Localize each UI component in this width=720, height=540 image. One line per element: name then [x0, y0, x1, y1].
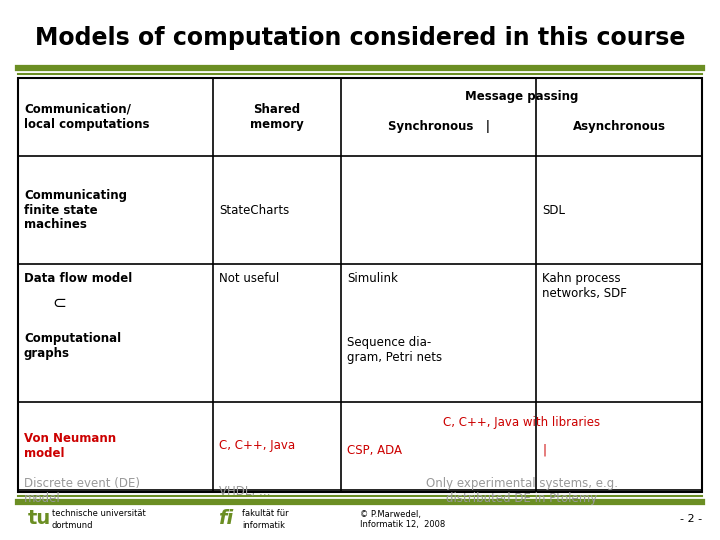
Text: - 2 -: - 2 - [680, 514, 702, 524]
Text: technische universität: technische universität [52, 510, 145, 518]
Text: fakultät für: fakultät für [242, 510, 289, 518]
Text: |: | [542, 444, 546, 457]
Text: informatik: informatik [242, 521, 285, 530]
Text: Kahn process
networks, SDF: Kahn process networks, SDF [542, 272, 627, 300]
Text: Data flow model: Data flow model [24, 272, 132, 285]
Text: Communicating
finite state
machines: Communicating finite state machines [24, 188, 127, 232]
Text: C, C++, Java: C, C++, Java [219, 440, 295, 453]
Text: SDL: SDL [542, 204, 565, 217]
Text: Computational
graphs: Computational graphs [24, 332, 121, 360]
Text: CSP, ADA: CSP, ADA [347, 444, 402, 457]
Text: StateCharts: StateCharts [219, 204, 289, 217]
Text: Von Neumann
model: Von Neumann model [24, 432, 116, 460]
Text: Sequence dia-
gram, Petri nets: Sequence dia- gram, Petri nets [347, 336, 442, 364]
Text: dortmund: dortmund [52, 521, 94, 530]
Text: © P.Marwedel,: © P.Marwedel, [360, 510, 421, 518]
Text: VHDL, …: VHDL, … [219, 484, 271, 497]
Bar [18, 78, 702, 492]
Text: Only experimental systems, e.g.
distributed DE in Ptolemy: Only experimental systems, e.g. distribu… [426, 477, 618, 505]
Text: fi: fi [218, 510, 233, 529]
Text: C, C++, Java with libraries: C, C++, Java with libraries [443, 416, 600, 429]
Text: Shared
memory: Shared memory [250, 103, 304, 131]
Text: Message passing: Message passing [465, 90, 578, 103]
Text: Synchronous   |: Synchronous | [387, 120, 490, 133]
Text: Not useful: Not useful [219, 272, 279, 285]
Text: ⊂: ⊂ [52, 294, 66, 312]
Text: tu: tu [28, 510, 51, 529]
Text: Models of computation considered in this course: Models of computation considered in this… [35, 26, 685, 50]
Text: Communication/
local computations: Communication/ local computations [24, 103, 150, 131]
Text: Informatik 12,  2008: Informatik 12, 2008 [360, 521, 445, 530]
Text: Discrete event (DE)
model: Discrete event (DE) model [24, 477, 140, 505]
Text: Simulink: Simulink [347, 272, 398, 285]
Text: Asynchronous: Asynchronous [572, 120, 665, 133]
